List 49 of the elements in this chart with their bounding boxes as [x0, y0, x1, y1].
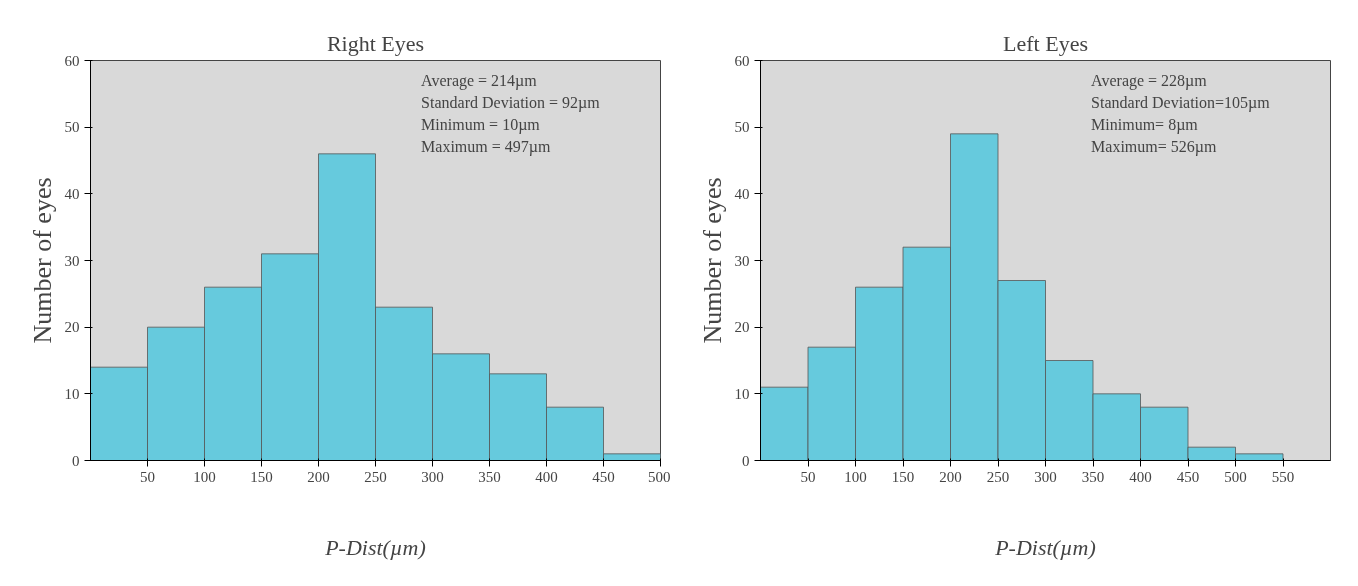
y-tick-label: 40	[734, 185, 750, 202]
annotation: Average = 214µm	[421, 71, 538, 90]
annotation: Average = 228µm	[1091, 71, 1208, 90]
x-tick-label: 100	[193, 468, 216, 485]
y-tick-label: 60	[64, 52, 80, 69]
x-tick-label: 200	[939, 468, 962, 485]
x-tick-label: 150	[250, 468, 273, 485]
x-tick-label: 450	[1176, 468, 1200, 485]
x-tick-label: 550	[1271, 468, 1295, 485]
x-tick-label: 300	[421, 468, 444, 485]
x-tick-label: 500	[1224, 468, 1247, 485]
annotation: Minimum = 10µm	[421, 115, 541, 134]
y-tick-label: 20	[734, 319, 750, 336]
y-tick-label: 30	[734, 252, 750, 269]
y-axis-title: Number of eyes	[27, 177, 57, 344]
y-tick-label: 20	[64, 319, 80, 336]
x-tick-label: 250	[364, 468, 387, 485]
x-tick-label: 150	[891, 468, 915, 485]
y-axis-title: Number of eyes	[697, 177, 727, 344]
y-tick-label: 10	[734, 385, 750, 402]
x-axis-title: P-Dist(µm)	[324, 534, 426, 560]
x-tick-label: 250	[986, 468, 1010, 485]
y-tick-label: 0	[72, 452, 80, 469]
annotation: Maximum= 526µm	[1091, 137, 1218, 156]
x-tick-label: 200	[307, 468, 330, 485]
chart-title: Left Eyes	[1003, 30, 1088, 56]
y-tick-label: 30	[64, 252, 80, 269]
x-tick-label: 100	[844, 468, 867, 485]
x-tick-label: 50	[800, 468, 816, 485]
y-tick-label: 60	[734, 52, 750, 69]
x-tick-label: 50	[140, 468, 155, 485]
x-tick-label: 350	[1081, 468, 1105, 485]
x-tick-label: 300	[1034, 468, 1057, 485]
y-tick-label: 10	[64, 385, 80, 402]
x-tick-label: 400	[1129, 468, 1152, 485]
annotation: Maximum = 497µm	[421, 137, 552, 156]
annotation: Standard Deviation=105µm	[1091, 93, 1271, 112]
y-tick-label: 0	[742, 452, 750, 469]
x-tick-label: 500	[648, 468, 671, 485]
annotation: Standard Deviation = 92µm	[421, 93, 601, 112]
chart-title: Right Eyes	[326, 30, 425, 56]
x-tick-label: 400	[535, 468, 558, 485]
y-tick-label: 50	[734, 119, 750, 136]
annotation: Minimum= 8µm	[1091, 115, 1199, 134]
x-tick-label: 450	[592, 468, 615, 485]
y-tick-label: 50	[64, 119, 80, 136]
x-axis-title: P-Dist(µm)	[994, 534, 1096, 560]
x-tick-label: 350	[478, 468, 501, 485]
y-tick-label: 40	[64, 185, 80, 202]
